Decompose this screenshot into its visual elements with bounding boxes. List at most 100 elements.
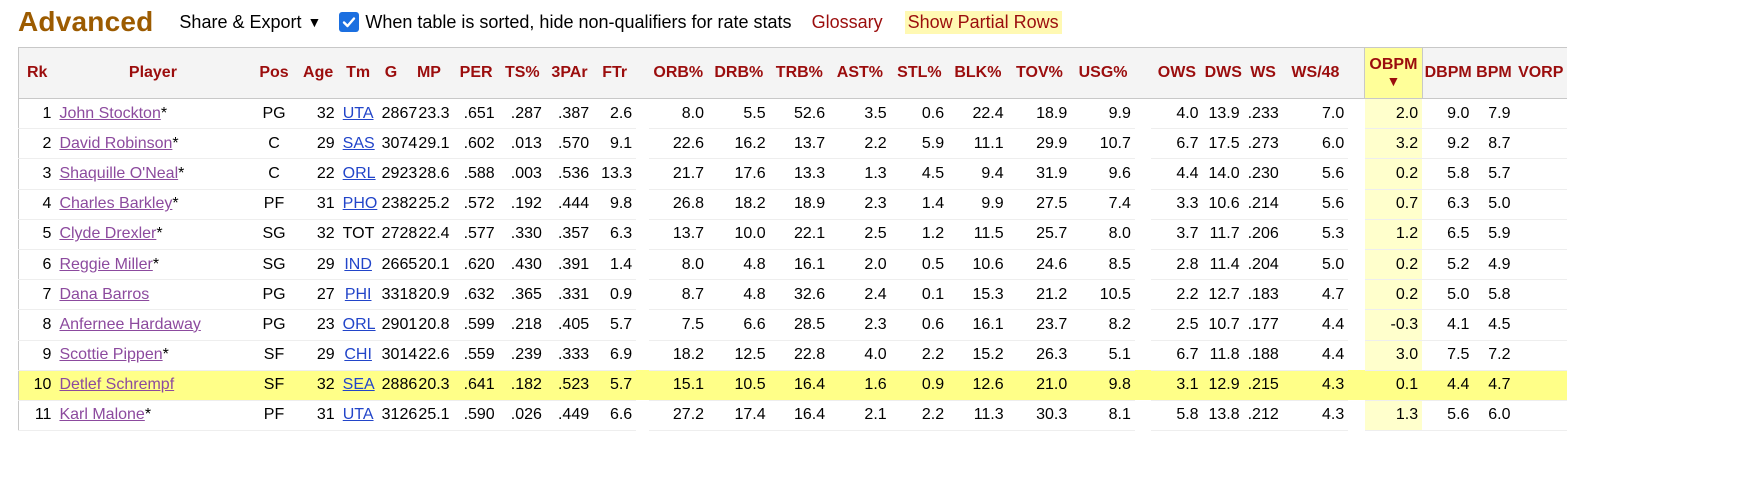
column-header-g[interactable]: G (377, 47, 405, 99)
player-link[interactable]: David Robinson (59, 134, 173, 152)
column-spacer (636, 47, 649, 99)
cell-dbpm: 4.1 (1422, 309, 1474, 341)
cell-trb-pct: 16.4 (769, 400, 830, 432)
table-row: 2 David Robinson* C 29 SAS 3074 29.1.602.013.5… (18, 128, 1567, 160)
team-link[interactable]: IND (344, 255, 372, 273)
player-link[interactable]: Karl Malone (59, 406, 145, 424)
column-header-ws-per-48[interactable]: WS/48 (1282, 47, 1349, 99)
cell-ts-pct: .182 (498, 370, 546, 401)
player-link[interactable]: Reggie Miller (59, 255, 153, 273)
cell-dws: 12.7 (1202, 279, 1244, 311)
spacer-cell (1135, 129, 1151, 159)
team-link[interactable]: ORL (342, 164, 376, 182)
column-header-dws[interactable]: DWS (1202, 47, 1244, 99)
team-link[interactable]: PHO (342, 195, 378, 213)
player-link[interactable]: Dana Barros (59, 285, 150, 303)
cell-tov-pct: 27.5 (1007, 189, 1072, 220)
cell-g: 3014 (377, 340, 417, 371)
column-header-pos[interactable]: Pos (250, 47, 298, 99)
cell-rk: 10 (18, 370, 56, 401)
column-header-age[interactable]: Age (297, 47, 339, 99)
column-header-ows[interactable]: OWS (1151, 47, 1203, 99)
player-link[interactable]: John Stockton (59, 104, 161, 122)
share-export-menu[interactable]: Share & Export ▼ (179, 12, 321, 33)
cell-ows: 6.7 (1151, 128, 1203, 160)
player-link[interactable]: Clyde Drexler (59, 225, 157, 243)
column-header-mp[interactable]: MP (404, 47, 454, 99)
column-label: AST% (836, 64, 883, 81)
table-row: 7 Dana Barros PG 27 PHI 3318 20.9.632.365.331 0… (18, 279, 1567, 311)
show-partial-rows-button[interactable]: Show Partial Rows (904, 10, 1062, 34)
column-header-ftr[interactable]: FTr (593, 47, 637, 99)
column-header-ast-pct[interactable]: AST% (829, 47, 891, 99)
cell-tm: SEA (338, 370, 378, 401)
column-header-ts-pct[interactable]: TS% (498, 47, 546, 99)
player-link[interactable]: Anfernee Hardaway (59, 315, 201, 333)
column-header-per[interactable]: PER (453, 47, 499, 99)
cell-pos: PG (250, 98, 298, 130)
column-header-vorp[interactable]: VORP (1514, 47, 1567, 99)
cell-tov-pct: 18.9 (1007, 98, 1072, 130)
cell-tm: ORL (338, 309, 378, 341)
hide-nonqualifiers-toggle[interactable]: When table is sorted, hide non-qualifier… (339, 12, 792, 33)
cell-age: 22 (297, 158, 339, 190)
cell-ws: .177 (1243, 309, 1283, 341)
player-link[interactable]: Charles Barkley (59, 195, 173, 213)
column-header-rk[interactable]: Rk (18, 47, 56, 99)
cell-usg-pct: 8.5 (1071, 249, 1135, 281)
column-header-drb-pct[interactable]: DRB% (708, 47, 770, 99)
column-header-stl-pct[interactable]: STL% (890, 47, 949, 99)
team-link[interactable]: SEA (342, 376, 375, 394)
glossary-link[interactable]: Glossary (811, 11, 883, 32)
cell-mp: 22.6 (404, 340, 454, 371)
column-header-usg-pct[interactable]: USG% (1071, 47, 1135, 99)
column-header-orb-pct[interactable]: ORB% (648, 47, 709, 99)
player-link[interactable]: Scottie Pippen (59, 346, 163, 364)
cell-ws-per-48: 4.3 (1282, 370, 1349, 401)
column-header-obpm[interactable]: OBPM ▼ (1364, 47, 1423, 99)
team-link[interactable]: UTA (342, 406, 374, 424)
column-header-blk-pct[interactable]: BLK% (948, 47, 1008, 99)
team-link[interactable]: PHI (344, 285, 372, 303)
column-header-ws[interactable]: WS (1243, 47, 1283, 99)
checkbox[interactable] (339, 12, 360, 32)
column-header-dbpm[interactable]: DBPM (1422, 47, 1474, 99)
cell-g: 2665 (377, 249, 417, 281)
column-header-tm[interactable]: Tm (338, 47, 378, 99)
cell-tm: PHO (338, 189, 378, 220)
cell-rk: 1 (18, 98, 56, 130)
cell-tov-pct: 26.3 (1007, 340, 1072, 371)
cell-dws: 14.0 (1202, 158, 1244, 190)
team-link[interactable]: UTA (342, 104, 374, 122)
team-link[interactable]: SAS (342, 134, 375, 152)
column-header-trb-pct[interactable]: TRB% (769, 47, 830, 99)
column-header-tov-pct[interactable]: TOV% (1007, 47, 1072, 99)
column-header-3par[interactable]: 3PAr (545, 47, 594, 99)
cell-ws: .212 (1243, 400, 1283, 432)
cell-ts-pct: .239 (498, 340, 546, 371)
cell-vorp (1514, 189, 1567, 220)
cell-trb-pct: 32.6 (769, 279, 830, 311)
player-link[interactable]: Shaquille O'Neal (59, 164, 179, 182)
team-link[interactable]: ORL (342, 315, 376, 333)
team-link[interactable]: CHI (344, 346, 372, 364)
column-header-player[interactable]: Player (55, 47, 251, 99)
table-row: 5 Clyde Drexler* SG 32 TOT 2728 22.4.577.330.3… (18, 219, 1567, 250)
cell-tov-pct: 29.9 (1007, 128, 1072, 160)
column-label: Player (128, 64, 177, 81)
cell-blk-pct: 9.9 (948, 189, 1008, 220)
cell-ws: .230 (1243, 158, 1283, 190)
cell-3par: .405 (545, 309, 594, 341)
column-header-bpm[interactable]: BPM (1473, 47, 1515, 99)
cell-blk-pct: 15.3 (948, 279, 1008, 311)
cell-ts-pct: .003 (498, 158, 546, 190)
cell-ws: .233 (1243, 98, 1283, 130)
cell-dws: 11.4 (1202, 249, 1244, 281)
cell-dbpm: 5.8 (1422, 158, 1474, 190)
spacer-cell (636, 310, 648, 340)
table-row: 10 Detlef Schrempf SF 32 SEA 2886 20.3.641.182… (18, 370, 1567, 401)
cell-dbpm: 5.6 (1422, 400, 1474, 432)
player-link[interactable]: Detlef Schrempf (59, 376, 175, 394)
cell-dws: 17.5 (1202, 128, 1244, 160)
cell-dbpm: 9.0 (1422, 98, 1474, 130)
